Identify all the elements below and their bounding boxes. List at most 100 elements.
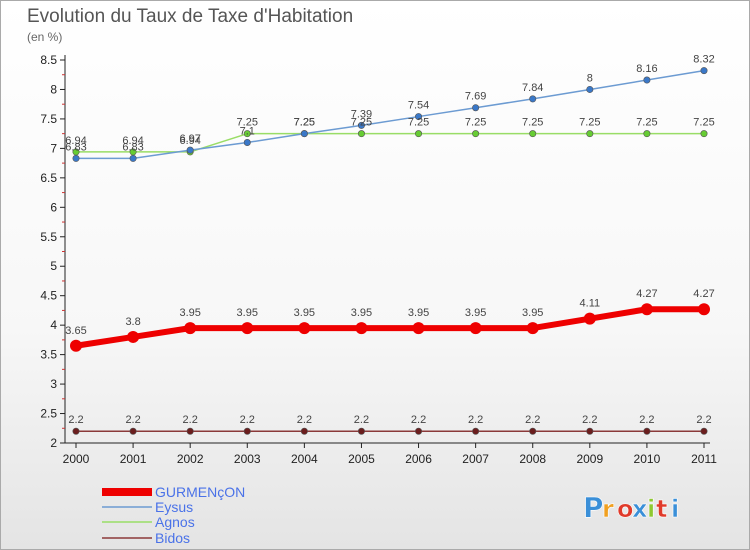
- legend-label: Agnos: [155, 514, 195, 530]
- data-point: [298, 322, 311, 335]
- data-label: 2.2: [68, 414, 83, 426]
- data-point: [472, 427, 480, 435]
- data-point: [415, 130, 423, 138]
- x-tick-label: 2010: [634, 452, 661, 466]
- logo-letter: i: [671, 495, 679, 523]
- data-label: 7.25: [408, 117, 429, 129]
- data-label: 2.2: [240, 414, 255, 426]
- data-label: 4.27: [636, 288, 657, 300]
- data-label: 7.25: [294, 117, 315, 129]
- data-point: [586, 85, 594, 93]
- series-line-agnos: [76, 132, 704, 153]
- data-label: 6.94: [65, 135, 86, 147]
- data-point: [700, 130, 708, 138]
- data-label: 4.27: [693, 288, 714, 300]
- data-label: 3.8: [125, 316, 140, 328]
- data-label: 7.69: [465, 91, 486, 103]
- series-line-gurmençon: [75, 306, 704, 349]
- data-label: 2.2: [468, 414, 483, 426]
- data-label: 6.94: [179, 135, 200, 147]
- logo-letter: r: [602, 495, 614, 523]
- data-point: [186, 146, 194, 154]
- data-label: 2.2: [183, 414, 198, 426]
- data-point: [640, 303, 653, 316]
- data-label: 2.2: [582, 414, 597, 426]
- x-tick-label: 2005: [348, 452, 375, 466]
- data-point: [241, 322, 254, 335]
- data-label: 2.2: [525, 414, 540, 426]
- data-label: 7.25: [465, 117, 486, 129]
- logo: Pr ox i t i: [583, 491, 680, 525]
- data-label: 6.83: [65, 141, 86, 153]
- data-point: [700, 427, 708, 435]
- y-tick-label: 2: [50, 436, 57, 450]
- x-tick-label: 2001: [120, 452, 147, 466]
- data-label: 7.25: [237, 117, 258, 129]
- y-tick-label: 3.5: [40, 348, 57, 362]
- legend-label: Bidos: [155, 530, 190, 546]
- data-point: [129, 154, 137, 162]
- data-label: 3.95: [179, 307, 200, 319]
- series-line-eysus: [76, 69, 705, 160]
- x-tick-label: 2008: [519, 452, 546, 466]
- data-point: [529, 130, 537, 138]
- data-label: 2.2: [297, 414, 312, 426]
- data-label: 7.25: [294, 117, 315, 129]
- x-tick-label: 2002: [177, 452, 204, 466]
- data-point: [357, 130, 365, 138]
- x-tick-label: 2011: [691, 452, 717, 466]
- data-label: 7.54: [408, 100, 429, 112]
- data-point: [583, 312, 596, 325]
- data-point: [472, 104, 480, 112]
- chart-subtitle: (en %): [27, 30, 63, 44]
- legend-label: Eysus: [155, 499, 193, 515]
- data-label: 7.25: [693, 117, 714, 129]
- data-label: 3.95: [522, 307, 543, 319]
- data-label: 3.65: [65, 325, 86, 337]
- data-label: 7.25: [636, 117, 657, 129]
- data-point: [127, 330, 140, 343]
- data-point: [243, 138, 251, 146]
- y-tick-label: 7: [50, 141, 57, 155]
- x-tick-label: 2007: [462, 452, 489, 466]
- data-point: [243, 427, 251, 435]
- data-label: 6.97: [179, 133, 200, 145]
- data-point: [415, 113, 423, 121]
- y-tick-label: 4.5: [40, 289, 57, 303]
- x-tick-label: 2003: [234, 452, 261, 466]
- data-point: [70, 339, 82, 352]
- x-tick-label: 2006: [405, 452, 432, 466]
- data-point: [300, 130, 308, 138]
- data-point: [469, 322, 482, 335]
- data-label: 7.39: [351, 108, 372, 120]
- data-label: 7.84: [522, 82, 543, 94]
- x-tick-label: 2004: [291, 452, 318, 466]
- data-label: 3.95: [408, 307, 429, 319]
- x-tick-label: 2000: [63, 452, 90, 466]
- y-tick-label: 5.5: [40, 230, 57, 244]
- data-point: [529, 427, 537, 435]
- data-label: 7.25: [351, 117, 372, 129]
- data-label: 2.2: [696, 414, 711, 426]
- data-label: 2.2: [639, 414, 654, 426]
- data-label: 8.16: [636, 63, 657, 75]
- data-point: [643, 427, 651, 435]
- data-point: [129, 427, 137, 435]
- data-point: [355, 322, 368, 335]
- legend-label: GURMENçON: [155, 484, 245, 500]
- data-label: 2.2: [354, 414, 369, 426]
- data-point: [72, 427, 80, 435]
- data-label: 8.32: [693, 54, 714, 66]
- data-point: [529, 95, 537, 103]
- data-label: 6.83: [122, 141, 143, 153]
- data-label: 2.2: [125, 414, 140, 426]
- data-point: [412, 322, 425, 335]
- data-point: [698, 303, 710, 316]
- data-label: 7.25: [579, 117, 600, 129]
- data-point: [586, 427, 594, 435]
- data-point: [643, 76, 651, 84]
- data-label: 3.95: [351, 307, 372, 319]
- x-tick-label: 2009: [576, 452, 603, 466]
- data-label: 8: [587, 72, 593, 84]
